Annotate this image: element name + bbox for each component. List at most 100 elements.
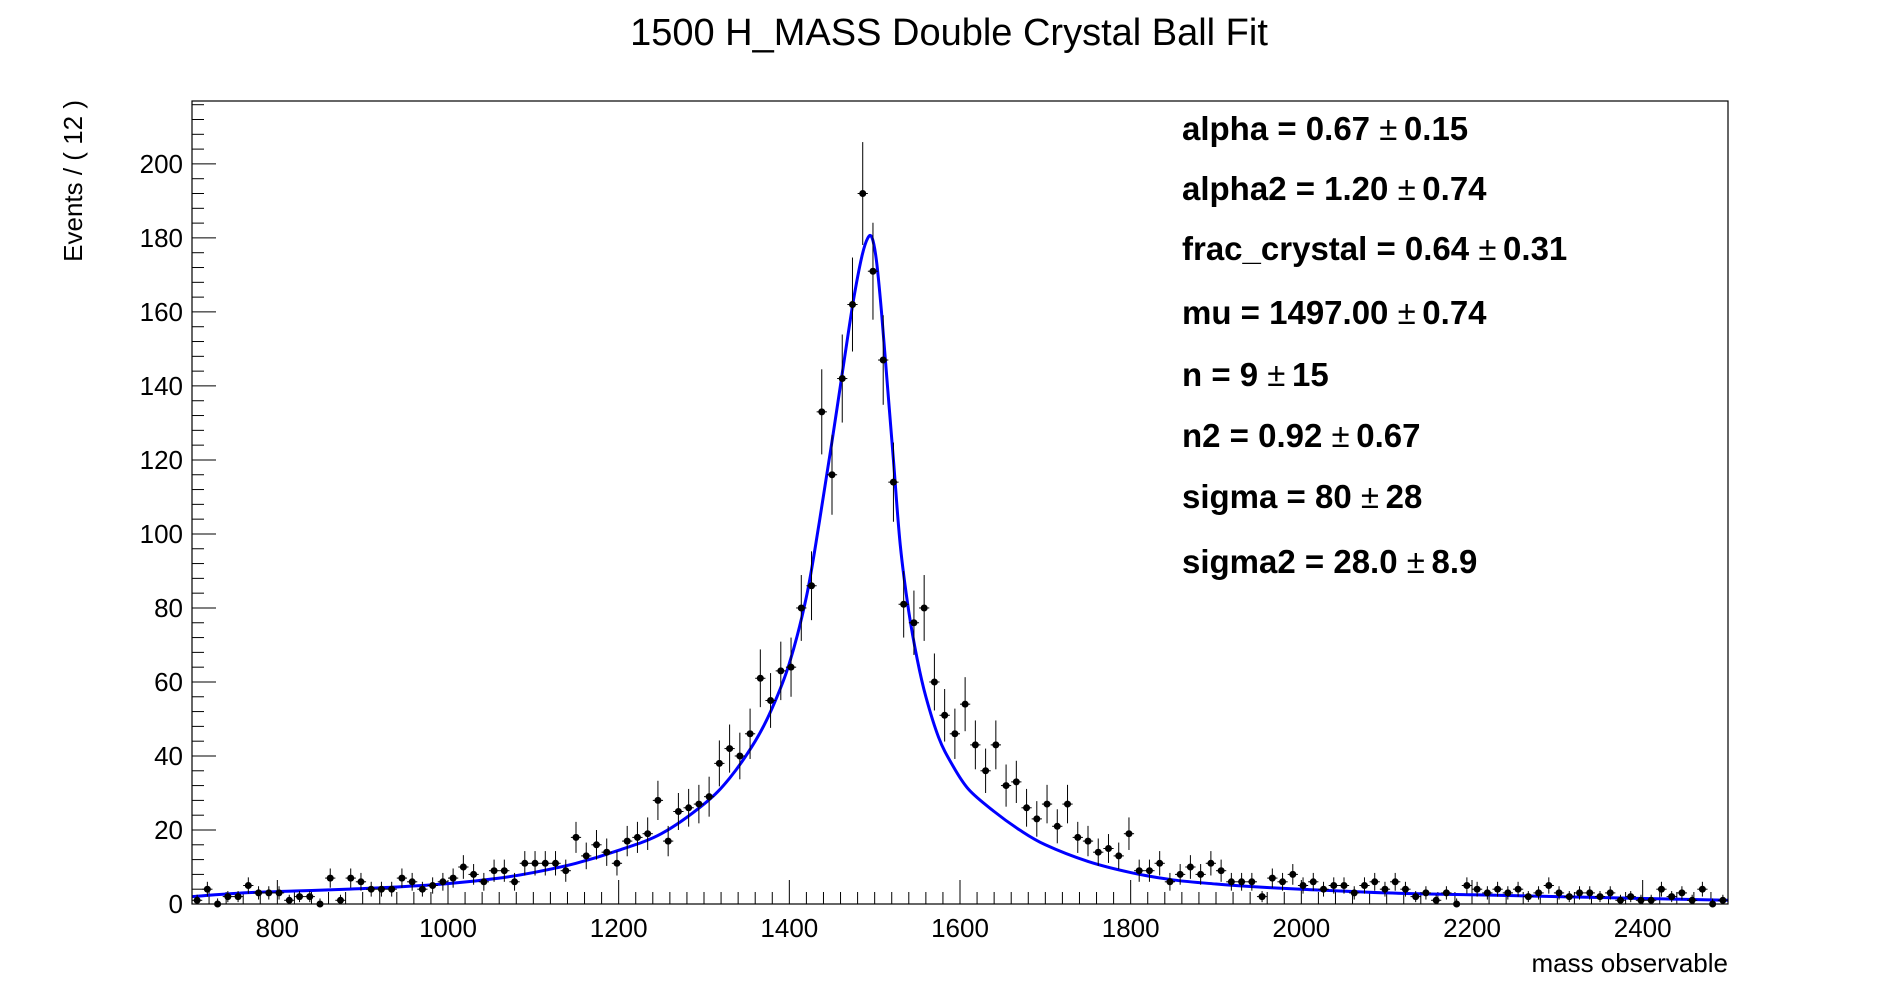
data-point: [1717, 894, 1728, 904]
data-marker: [756, 674, 764, 682]
data-marker: [1371, 878, 1379, 886]
data-marker: [367, 885, 375, 893]
data-point: [1553, 886, 1565, 900]
data-point: [1441, 886, 1452, 900]
data-point: [386, 881, 397, 897]
parameter-error: 8.9: [1425, 543, 1477, 580]
parameter-value: mu = 1497.00: [1182, 294, 1398, 331]
x-tick-label: 800: [256, 913, 299, 943]
data-point: [919, 575, 930, 641]
data-marker: [429, 881, 437, 889]
data-marker: [971, 741, 979, 749]
parameter-error: 0.15: [1397, 110, 1468, 147]
data-marker: [244, 881, 252, 889]
data-marker: [459, 863, 467, 871]
data-point: [898, 570, 909, 638]
data-marker: [572, 833, 580, 841]
data-point: [611, 851, 623, 876]
data-marker: [541, 859, 549, 867]
data-marker: [1268, 874, 1276, 882]
data-point: [396, 868, 408, 888]
data-marker: [1002, 782, 1010, 790]
y-axis-title: Events / ( 12 ): [58, 100, 88, 262]
data-point: [1697, 881, 1708, 897]
y-tick-label: 160: [140, 297, 183, 327]
data-marker: [1289, 870, 1297, 878]
data-point: [253, 886, 264, 900]
data-marker: [296, 893, 304, 901]
data-point: [345, 868, 356, 888]
data-marker: [398, 874, 406, 882]
data-point: [1472, 881, 1483, 897]
data-point: [458, 855, 469, 879]
data-marker: [685, 804, 693, 812]
data-point: [1277, 872, 1288, 891]
data-point: [284, 894, 295, 904]
fit-parameter: alpha2 = 1.20 ± 0.74: [1182, 170, 1487, 207]
data-point: [1349, 886, 1360, 900]
data-point: [1605, 886, 1616, 900]
fit-parameter: sigma2 = 28.0 ± 8.9: [1182, 543, 1477, 580]
data-point: [478, 872, 489, 891]
data-point: [540, 851, 551, 876]
y-tick-label: 100: [140, 519, 183, 549]
data-marker: [490, 867, 498, 875]
data-marker: [797, 604, 805, 612]
data-point: [232, 891, 244, 903]
data-point: [366, 881, 377, 897]
data-marker: [910, 619, 918, 627]
data-marker: [1412, 893, 1420, 901]
data-marker: [787, 663, 795, 671]
data-point: [192, 894, 203, 904]
axis-ticks: 800 1000 1200 1400 1600 1800 2000 2200 2400 0 20 40…: [140, 104, 1729, 943]
y-tick-label: 40: [154, 741, 183, 771]
data-point: [1297, 877, 1309, 894]
data-point: [1236, 872, 1247, 891]
data-marker: [531, 859, 539, 867]
data-marker: [224, 893, 232, 901]
data-marker: [357, 878, 365, 886]
data-point: [775, 641, 786, 701]
data-marker: [511, 878, 519, 886]
data-point: [632, 821, 643, 853]
data-point: [314, 898, 326, 908]
fit-parameters: alpha = 0.67 ± 0.15 alpha2 = 1.20 ± 0.74 f…: [1182, 110, 1567, 580]
data-marker: [1647, 896, 1655, 904]
data-point: [1564, 891, 1575, 903]
data-marker: [439, 878, 447, 886]
parameter-value: n2 = 0.92: [1182, 417, 1332, 454]
data-point: [273, 886, 285, 900]
data-point: [744, 708, 756, 759]
data-marker: [1535, 889, 1543, 897]
plus-minus-sign: ±: [1332, 417, 1350, 454]
data-point: [1359, 877, 1370, 894]
data-marker: [1637, 896, 1645, 904]
data-point: [529, 851, 541, 876]
y-tick-label: 180: [140, 223, 183, 253]
data-marker: [1514, 885, 1522, 893]
data-point: [970, 720, 981, 770]
data-marker: [1074, 833, 1082, 841]
data-point: [1369, 872, 1380, 891]
data-marker: [480, 878, 488, 886]
data-marker: [674, 807, 682, 815]
data-marker: [1197, 870, 1205, 878]
data-marker: [705, 793, 713, 801]
data-marker: [1309, 878, 1317, 886]
fit-parameter: n2 = 0.92 ± 0.67: [1182, 417, 1420, 454]
data-point: [1482, 886, 1493, 900]
data-point: [1246, 872, 1257, 891]
data-point: [857, 142, 868, 245]
fit-parameter: mu = 1497.00 ± 0.74: [1182, 294, 1487, 331]
plus-minus-sign: ±: [1361, 478, 1379, 515]
y-tick-label: 0: [169, 889, 183, 919]
data-marker: [1688, 896, 1696, 904]
data-marker: [1483, 889, 1491, 897]
data-marker: [1565, 893, 1573, 901]
data-point: [1103, 834, 1114, 863]
data-point: [1512, 881, 1524, 897]
data-marker: [336, 896, 344, 904]
data-point: [1451, 898, 1462, 908]
data-point: [1574, 886, 1585, 900]
data-point: [939, 689, 950, 742]
